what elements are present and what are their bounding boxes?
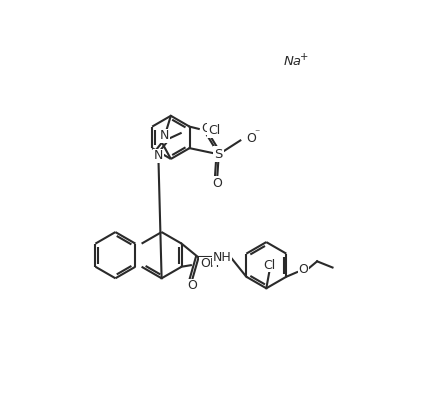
Text: NH: NH <box>212 251 231 264</box>
Text: OH: OH <box>200 257 219 270</box>
Text: Na: Na <box>284 55 301 68</box>
Text: O: O <box>187 279 197 292</box>
Text: N: N <box>160 129 169 142</box>
Text: O: O <box>298 262 308 275</box>
Text: O: O <box>212 177 222 190</box>
Text: +: + <box>300 52 308 61</box>
Text: O: O <box>202 122 211 135</box>
Text: N: N <box>154 149 163 162</box>
Text: S: S <box>215 148 223 161</box>
Text: O: O <box>246 132 257 145</box>
Text: Cl: Cl <box>208 124 220 137</box>
Text: Cl: Cl <box>263 259 276 272</box>
Text: ⁻: ⁻ <box>254 128 260 139</box>
